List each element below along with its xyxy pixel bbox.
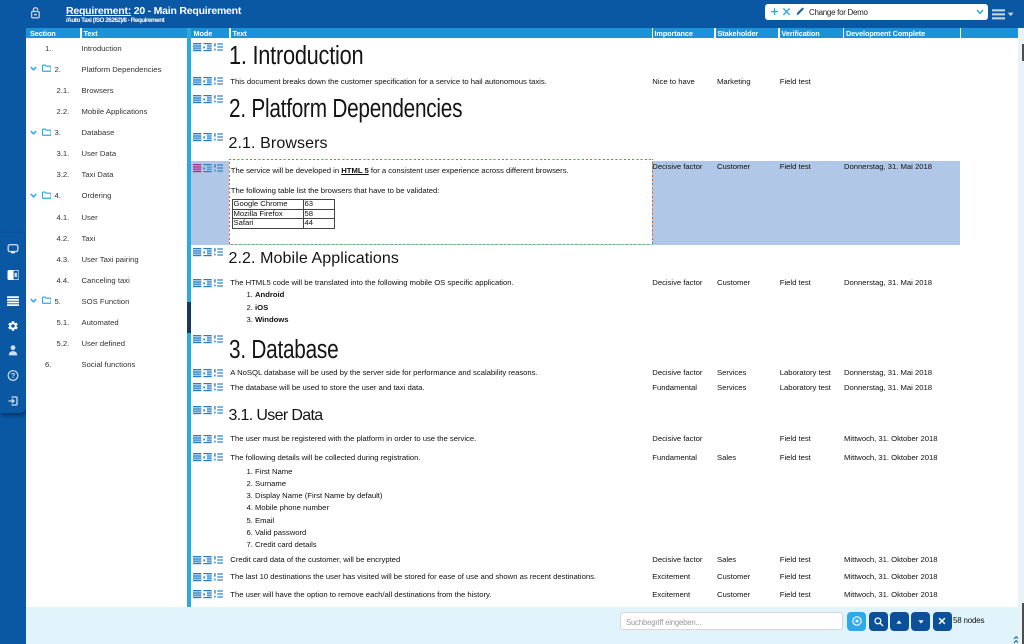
svg-text:?: ? xyxy=(11,371,16,380)
